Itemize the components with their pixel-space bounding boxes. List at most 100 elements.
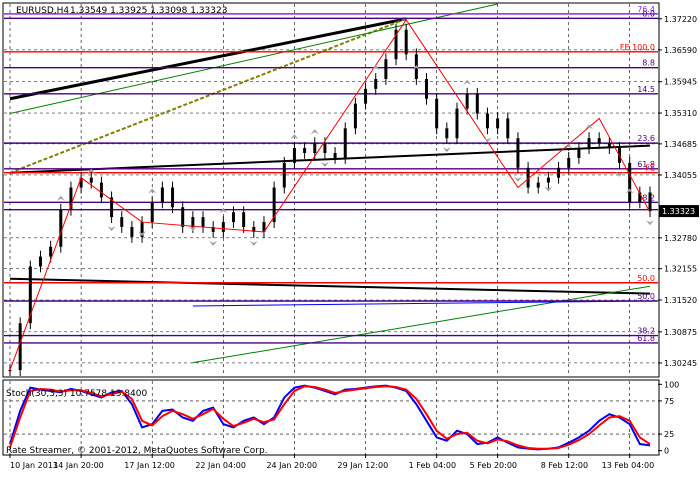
price-bar-body xyxy=(607,143,611,149)
price-bar-body xyxy=(638,192,642,203)
price-tick-label: 1.32155 xyxy=(664,265,697,274)
price-bar-body xyxy=(313,143,317,153)
price-bar-body xyxy=(333,152,337,158)
price-bar-body xyxy=(28,266,32,324)
fib-level-label: 23.6 xyxy=(637,134,655,143)
fib-level-label: 50.0 xyxy=(637,274,655,283)
price-bar-body xyxy=(343,128,347,158)
fib-level-label: 14.5 xyxy=(637,85,655,94)
price-bar-body xyxy=(242,212,246,228)
time-tick-label: 13 Feb 04:00 xyxy=(602,461,654,470)
fib-level-label: 38.2 xyxy=(637,193,655,202)
zigzag-line xyxy=(9,18,651,371)
price-bar-body xyxy=(262,222,266,232)
price-bar-body xyxy=(303,148,307,153)
price-tick-label: 1.36590 xyxy=(664,46,697,55)
fractal-markers xyxy=(56,64,654,246)
fib-level-label: 0.0 xyxy=(642,9,655,18)
chart-symbol-title: EURUSD,H4 xyxy=(16,6,69,16)
price-tick-label: 1.37220 xyxy=(664,15,697,24)
fib-level-label: 61.8 xyxy=(637,334,655,343)
fib-level-label: 61.8 xyxy=(637,160,655,169)
fractal-down-marker xyxy=(188,226,197,232)
fib-level-label: FE 100.0 xyxy=(620,43,655,52)
time-tick-label: 22 Jan 04:00 xyxy=(195,461,246,470)
trend-line[interactable] xyxy=(192,300,651,307)
price-bar-body xyxy=(160,187,164,203)
oscillator-tick-label: 25 xyxy=(664,430,674,439)
fib-level-label: 38.2 xyxy=(637,327,655,336)
fib-level-label: 8.8 xyxy=(642,59,655,68)
fractal-up-marker xyxy=(219,208,228,214)
price-bar-body xyxy=(516,138,520,168)
price-bars xyxy=(8,23,652,376)
price-bar-body xyxy=(475,93,479,114)
price-bar-body xyxy=(648,192,652,212)
fibonacci-levels[interactable]: 76.40.0FE 100.08.814.523.661.8FE38.250.0… xyxy=(4,5,658,344)
time-tick-label: 8 Feb 12:00 xyxy=(541,461,588,470)
price-bar-body xyxy=(496,118,500,129)
stochastic-lines xyxy=(4,384,658,451)
price-bar-body xyxy=(79,177,83,188)
trend-line[interactable] xyxy=(9,17,407,101)
price-bar-body xyxy=(445,128,449,139)
fractal-down-marker xyxy=(615,171,624,177)
fractal-down-marker xyxy=(138,231,147,237)
price-bar-body xyxy=(171,187,175,208)
oscillator-tick-label: 0 xyxy=(664,447,669,456)
fractal-down-marker xyxy=(483,137,492,143)
price-bar-body xyxy=(130,227,134,237)
oscillator-title: Stoch(30,3,3) 10.7578 13.8400 xyxy=(6,389,147,399)
price-bar-body xyxy=(374,78,378,89)
price-bar-body xyxy=(191,217,195,228)
price-bar-body xyxy=(201,217,205,228)
price-tick-label: 1.30245 xyxy=(664,359,697,368)
price-bar-body xyxy=(89,177,93,183)
time-tick-label: 29 Jan 12:00 xyxy=(338,461,389,470)
price-bar-body xyxy=(8,370,12,372)
price-bar-body xyxy=(282,162,286,188)
time-tick-label: 10 Jan 2013 xyxy=(10,461,58,470)
oscillator-tick-label: 100 xyxy=(664,380,679,389)
fractal-up-marker xyxy=(290,134,299,140)
price-bar-body xyxy=(394,29,398,60)
fib-level-label: 50.0 xyxy=(637,292,655,301)
price-bar-body xyxy=(353,103,357,129)
price-bar-body xyxy=(211,227,215,232)
fib-level-label: 76.4 xyxy=(637,5,655,14)
price-bar-body xyxy=(506,118,510,139)
fractal-down-marker xyxy=(513,176,522,182)
price-bar-body xyxy=(49,246,53,257)
price-bar-body xyxy=(120,217,124,228)
price-bar-body xyxy=(292,148,296,163)
trend-line[interactable] xyxy=(192,285,651,364)
price-bar-body xyxy=(425,78,429,99)
trend-line[interactable] xyxy=(9,17,407,174)
trend-line[interactable] xyxy=(9,277,651,295)
price-tick-label: 1.34055 xyxy=(664,171,697,180)
price-bar-body xyxy=(181,207,185,228)
trend-line[interactable] xyxy=(9,3,498,115)
fractal-up-marker xyxy=(371,64,380,70)
price-bar-body xyxy=(252,227,256,232)
price-tick-label: 1.32780 xyxy=(664,234,697,243)
chart-ohlc-readout: 1.33549 1.33925 1.33098 1.33323 xyxy=(70,6,227,16)
price-bar-body xyxy=(465,93,469,109)
price-bar-body xyxy=(567,157,571,168)
oscillator-axis: 100 75 25 0 xyxy=(658,380,679,456)
price-bar-body xyxy=(485,113,489,129)
time-tick-label: 17 Jan 12:00 xyxy=(124,461,175,470)
price-axis: 1.37220 1.36590 1.35945 1.35310 1.34685 1.340… xyxy=(658,15,699,368)
price-tick-label: 1.34685 xyxy=(664,140,697,149)
price-bar-body xyxy=(628,162,632,203)
price-tick-label: 1.35310 xyxy=(664,109,697,118)
price-bar-body xyxy=(231,212,235,223)
fractal-up-marker xyxy=(412,64,421,70)
price-tick-label: 1.30875 xyxy=(664,328,697,337)
price-bar-body xyxy=(110,197,114,218)
fractal-down-marker xyxy=(442,147,451,153)
time-tick-label: 14 Jan 20:00 xyxy=(53,461,104,470)
price-bar-body xyxy=(557,167,561,178)
price-bar-body xyxy=(69,187,73,210)
